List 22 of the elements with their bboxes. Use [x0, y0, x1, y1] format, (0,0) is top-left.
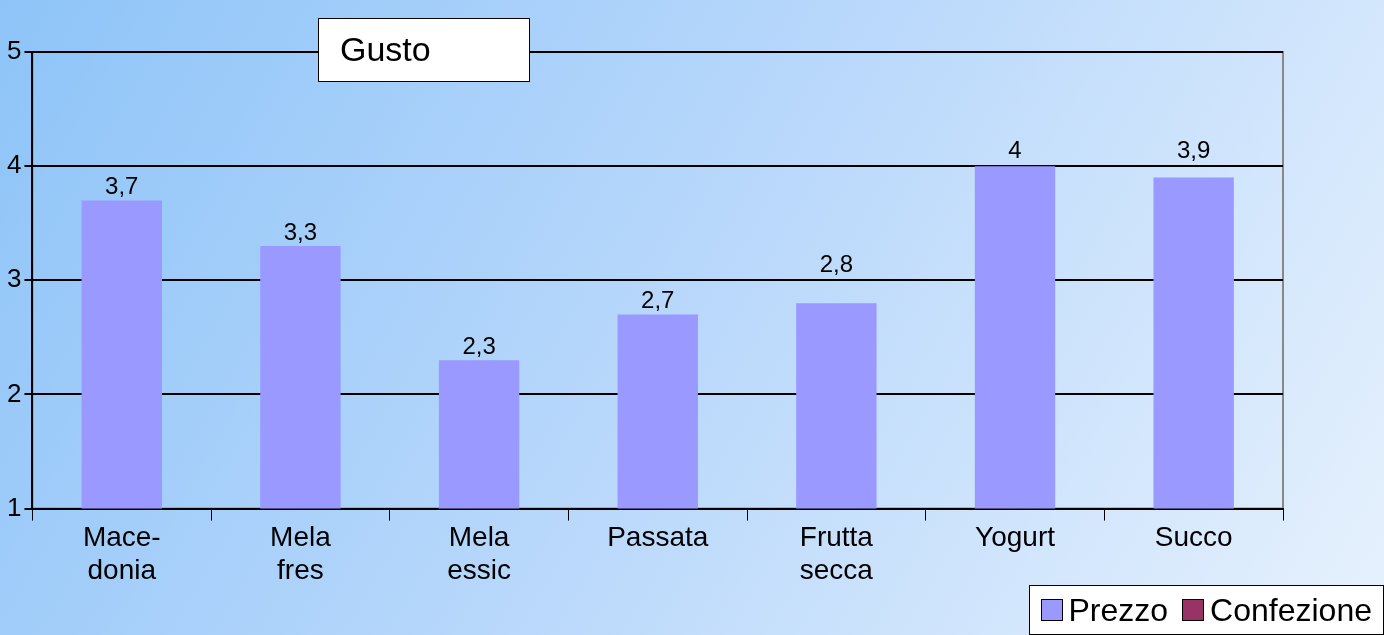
data-label: 3,9 [1176, 135, 1211, 163]
series-label: Prezzo [1068, 591, 1169, 629]
data-label: 2,3 [462, 331, 496, 359]
x-tick-label: Mela essic [447, 521, 511, 585]
data-label: 3,7 [105, 172, 139, 200]
legend-label: Confezione [1210, 591, 1372, 629]
y-tick-label: 3 [6, 263, 22, 294]
data-label: 3,3 [283, 217, 318, 245]
data-label: 2,7 [641, 286, 675, 314]
x-tick-label: Mela fres [270, 521, 332, 585]
x-tick-label: Frutta secca [799, 521, 874, 585]
data-label: 2,8 [819, 249, 854, 277]
x-tick-label: Mace- donia [82, 521, 161, 585]
chart-title: Gusto [340, 29, 431, 70]
y-tick-label: 5 [6, 35, 22, 66]
x-tick-label: Passata [607, 521, 709, 553]
data-label: 4 [1008, 135, 1022, 163]
x-tick-label: Yogurt [975, 521, 1056, 553]
x-tick-label: Succo [1154, 521, 1233, 553]
y-tick-label: 4 [6, 149, 22, 180]
y-tick-label: 2 [6, 377, 22, 408]
y-tick-label: 1 [6, 491, 22, 522]
